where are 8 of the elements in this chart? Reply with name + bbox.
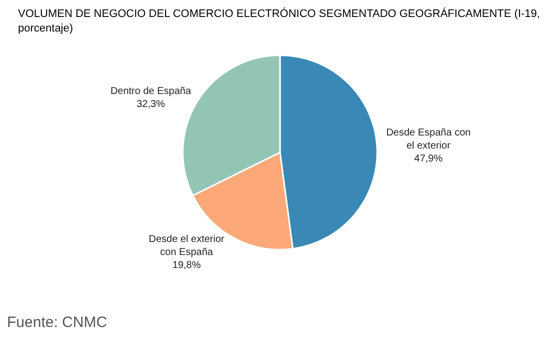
data-label: 32,3% <box>136 98 166 110</box>
slice-label: Desde España con el exterior <box>386 127 471 152</box>
slice-label: Desde el exterior con España <box>148 234 226 258</box>
data-label: 47,9% <box>414 153 443 164</box>
slice-label: Dentro de España <box>110 86 192 97</box>
source-note: Fuente: CNMC <box>7 314 108 331</box>
data-label: 19,8% <box>172 260 201 272</box>
chart-title: VOLUMEN DE NEGOCIO DEL COMERCIO ELECTRÓNICO SEGMENTADO GEOGRÁFICAMENTE (I-19, porcentaje) <box>18 7 540 34</box>
